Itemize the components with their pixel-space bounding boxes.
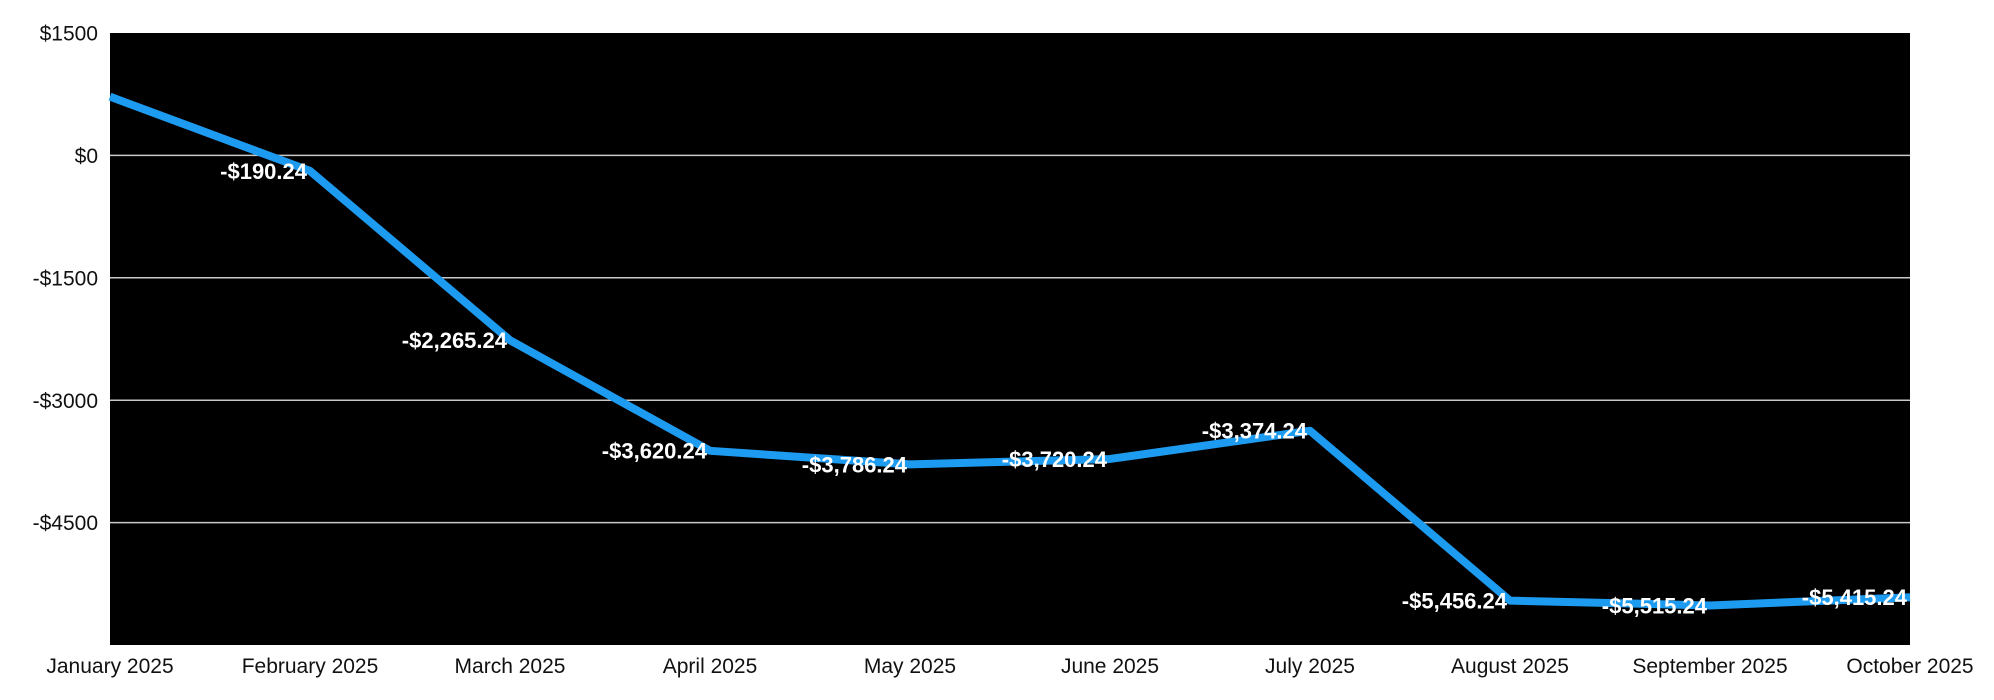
x-axis-tick-label: May 2025 [864, 655, 956, 678]
plot-area [110, 33, 1910, 645]
data-point-label: -$5,456.24 [1402, 589, 1508, 614]
x-axis-tick-label: August 2025 [1451, 655, 1569, 678]
data-point-label: -$5,415.24 [1802, 585, 1908, 610]
x-axis-tick-label: June 2025 [1061, 655, 1159, 678]
data-point-label: -$3,786.24 [802, 452, 908, 477]
x-axis-tick-label: October 2025 [1846, 655, 1973, 678]
series-line [108, 92, 1911, 610]
x-axis-tick-label: February 2025 [242, 655, 379, 678]
y-axis-tick-label: $1500 [40, 23, 98, 46]
data-point-label: -$3,374.24 [1202, 419, 1308, 444]
data-point-label: -$3,720.24 [1002, 447, 1108, 472]
y-axis-tick-label: $0 [75, 145, 98, 168]
data-point-label: -$2,265.24 [402, 328, 508, 353]
x-axis-tick-label: January 2025 [46, 655, 173, 678]
y-axis-tick-label: -$1500 [33, 267, 98, 290]
y-axis-tick-label: -$4500 [33, 512, 98, 535]
data-point-label: -$190.24 [220, 159, 308, 184]
x-axis-tick-label: April 2025 [663, 655, 758, 678]
x-axis-tick-label: September 2025 [1632, 655, 1787, 678]
data-point-label: -$5,515.24 [1602, 593, 1708, 618]
x-axis-tick-label: July 2025 [1265, 655, 1355, 678]
data-point-label: -$3,620.24 [602, 439, 708, 464]
x-axis-tick-label: March 2025 [455, 655, 566, 678]
y-axis-tick-label: -$3000 [33, 390, 98, 413]
